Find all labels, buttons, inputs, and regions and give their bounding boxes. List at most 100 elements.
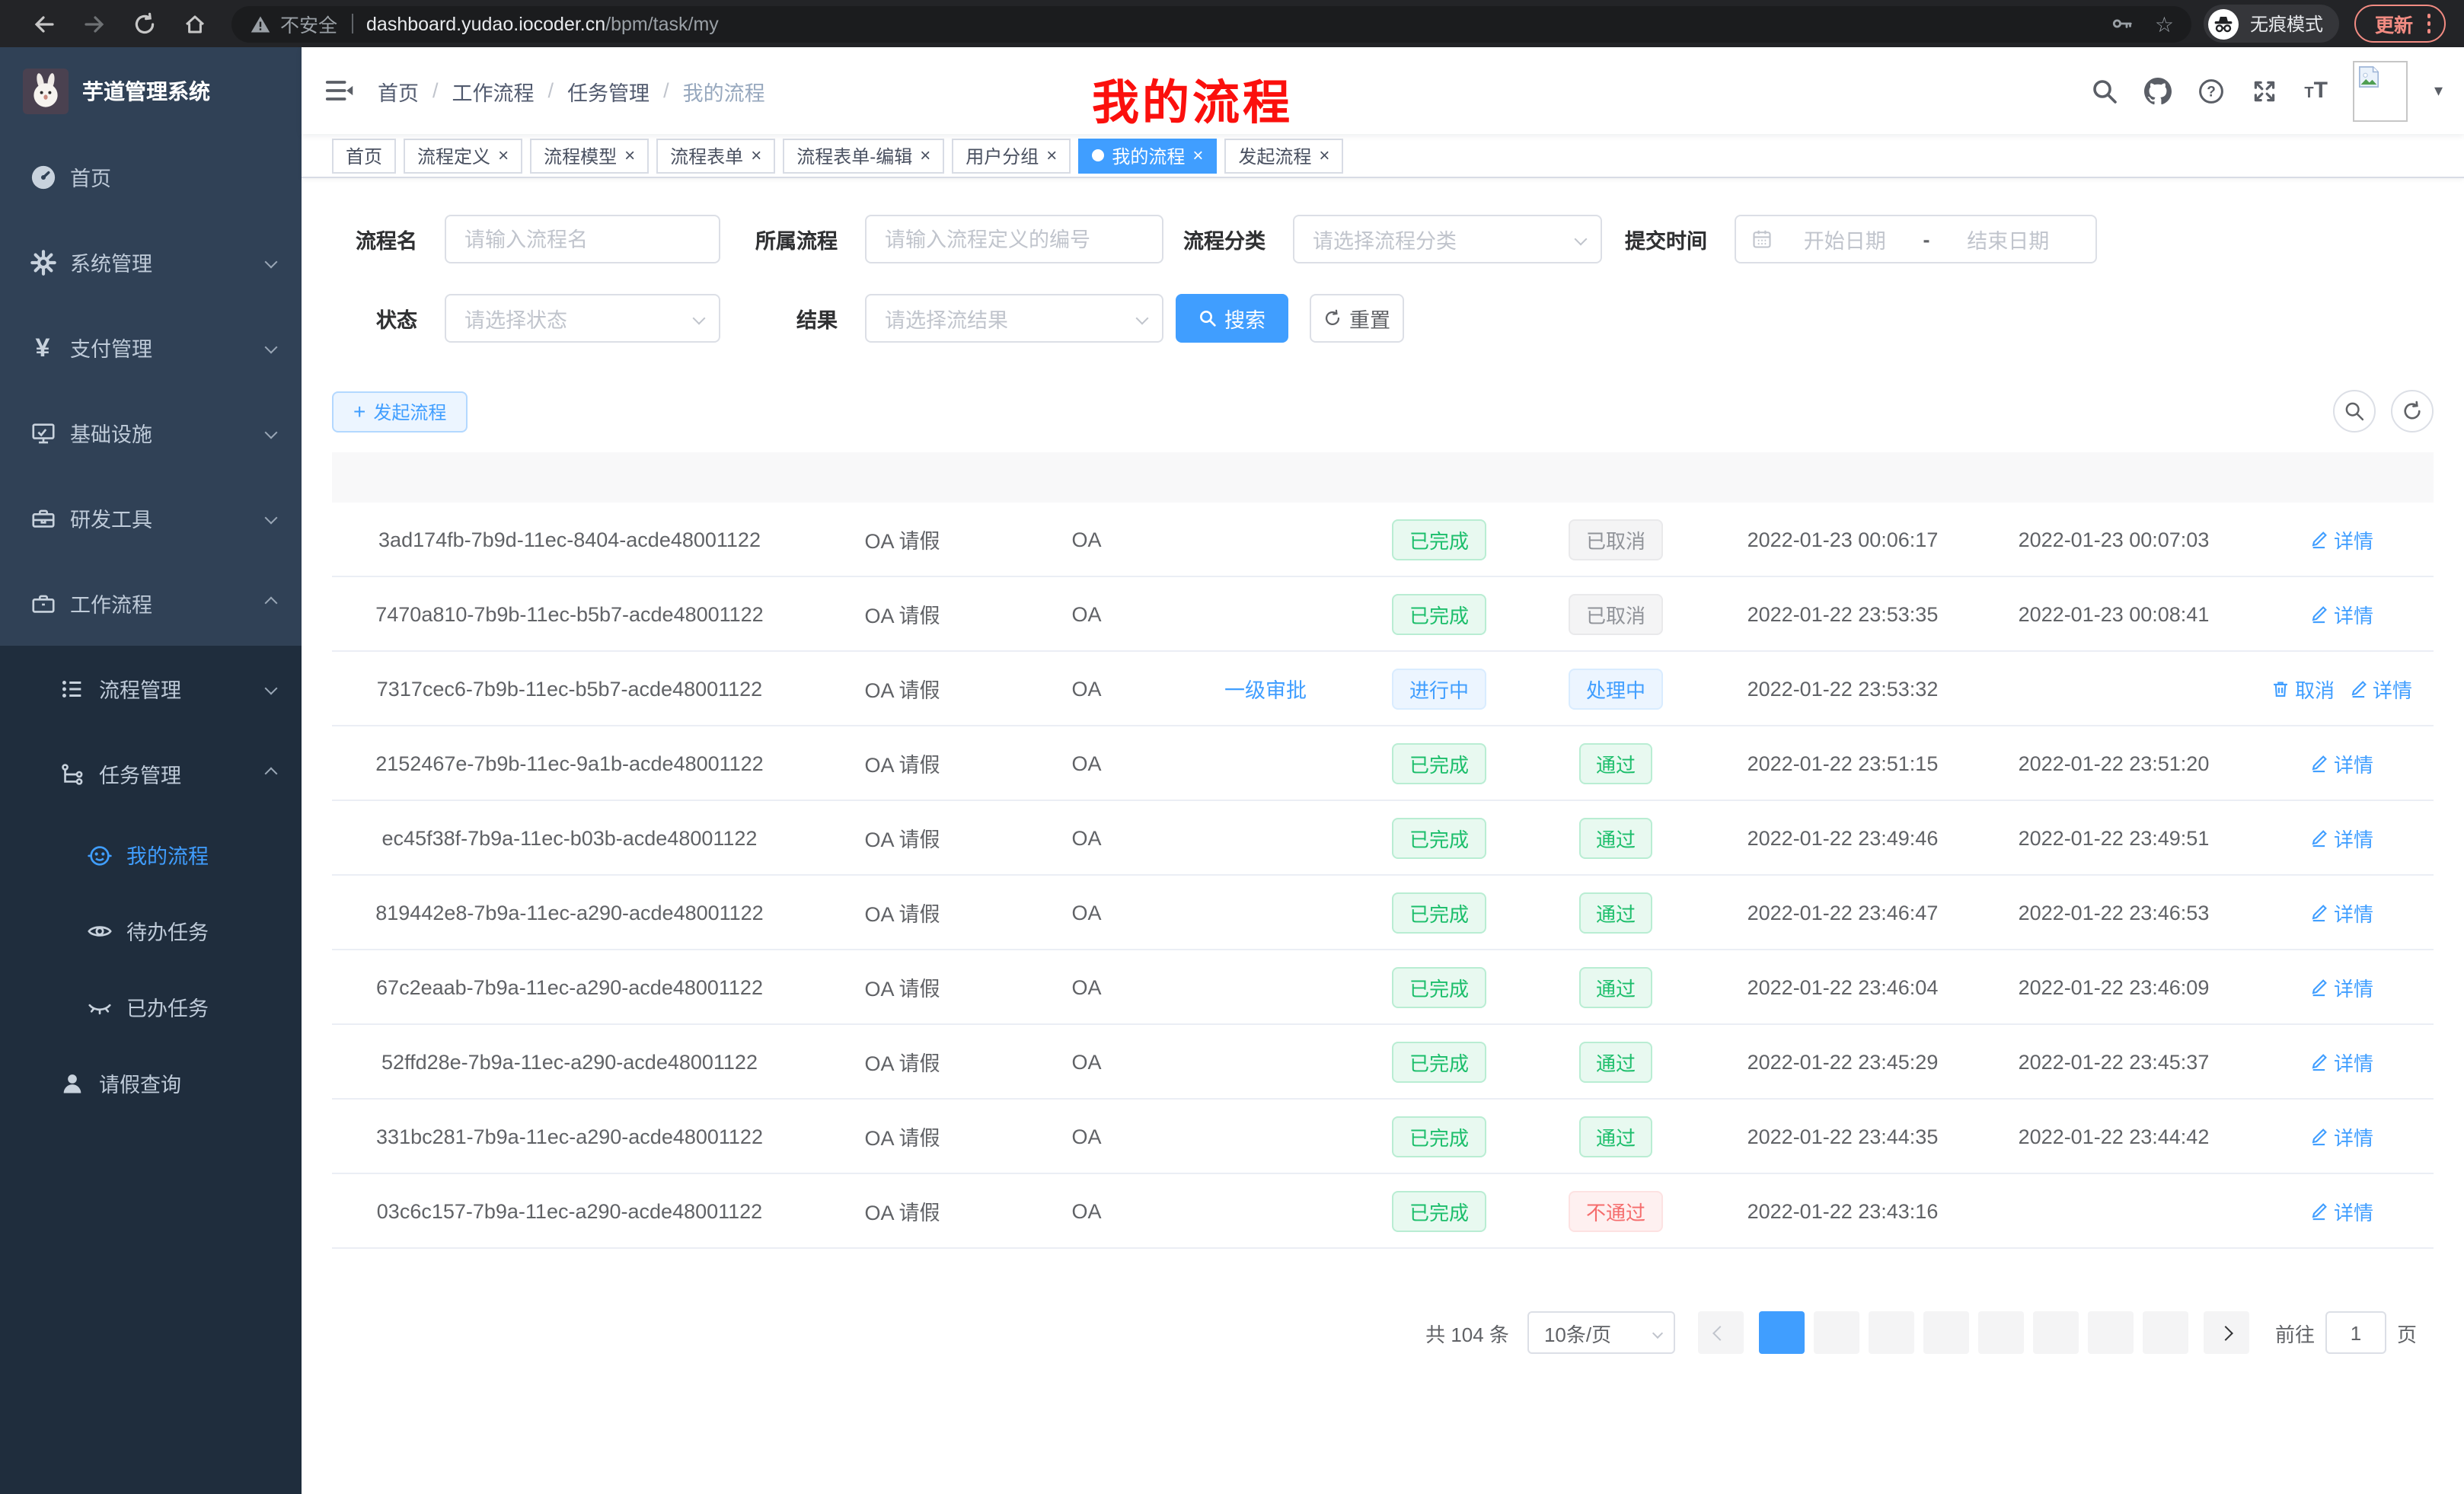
status-select[interactable]: 请选择状态 — [445, 294, 720, 343]
submit-time-label: 提交时间 — [1625, 230, 1707, 253]
github-icon[interactable] — [2144, 77, 2172, 104]
page-button[interactable] — [2142, 1311, 2188, 1354]
cell-end-time: 2022-01-23 00:07:03 — [2018, 528, 2210, 551]
caret-down-icon[interactable]: ▾ — [2434, 82, 2443, 101]
tab[interactable]: 流程模型 × — [530, 138, 650, 173]
tab[interactable]: 流程表单-编辑 × — [783, 138, 945, 173]
tab-close-icon[interactable]: × — [498, 145, 509, 166]
detail-action[interactable]: 详情 — [2309, 599, 2373, 628]
sidebar-item-workflow[interactable]: 工作流程 — [0, 560, 302, 646]
font-size-icon[interactable]: TT — [2304, 78, 2328, 104]
jump-input[interactable] — [2325, 1311, 2386, 1354]
detail-action[interactable]: 详情 — [2309, 1122, 2373, 1151]
page-size-select[interactable]: 10条/页 — [1527, 1311, 1675, 1354]
process-name-input[interactable] — [446, 216, 719, 262]
result-select[interactable]: 请选择流结果 — [865, 294, 1163, 343]
detail-action[interactable]: 详情 — [2309, 525, 2373, 554]
tab-close-icon[interactable]: × — [920, 145, 931, 166]
create-process-button[interactable]: + 发起流程 — [332, 391, 468, 432]
detail-action[interactable]: 详情 — [2309, 823, 2373, 852]
breadcrumb-item[interactable]: 工作流程 / — [452, 75, 568, 106]
menu-kebab-icon[interactable] — [2427, 14, 2430, 34]
url-text[interactable]: dashboard.yudao.iocoder.cn/bpm/task/my — [366, 13, 2089, 34]
page-button[interactable] — [1758, 1311, 1805, 1354]
status-badge: 已完成 — [1392, 593, 1486, 634]
detail-action[interactable]: 详情 — [2309, 749, 2373, 777]
tab-close-icon[interactable]: × — [1192, 145, 1204, 166]
next-page-button[interactable] — [2203, 1311, 2249, 1354]
sidebar-item-label: 首页 — [70, 168, 111, 190]
chevron-down-icon — [264, 511, 278, 525]
page-button[interactable] — [1813, 1311, 1859, 1354]
sidebar-item-process-mgmt[interactable]: 流程管理 — [0, 646, 302, 731]
tab[interactable]: 用户分组 × — [952, 138, 1071, 173]
sidebar-item-task-mgmt[interactable]: 任务管理 — [0, 731, 302, 816]
update-button[interactable]: 更新 — [2354, 5, 2446, 43]
search-icon[interactable] — [2091, 77, 2118, 104]
page-button[interactable] — [2032, 1311, 2079, 1354]
forward-icon[interactable] — [69, 11, 119, 36]
tab[interactable]: 发起流程 × — [1224, 138, 1344, 173]
logo[interactable]: 芋道管理系统 — [0, 47, 302, 134]
tab-close-icon[interactable]: × — [751, 145, 762, 166]
hamburger-icon[interactable] — [324, 76, 353, 105]
sidebar-item-leave-query[interactable]: 请假查询 — [0, 1045, 302, 1121]
address-bar[interactable]: 不安全 dashboard.yudao.iocoder.cn/bpm/task/… — [231, 5, 2192, 42]
detail-action[interactable]: 详情 — [2309, 1196, 2373, 1225]
sidebar-item-system[interactable]: 系统管理 — [0, 219, 302, 305]
date-start-placeholder[interactable]: 开始日期 — [1803, 230, 1886, 253]
tab-close-icon[interactable]: × — [1319, 145, 1330, 166]
tab[interactable]: 我的流程 × — [1078, 138, 1218, 173]
page-button[interactable] — [2087, 1311, 2134, 1354]
cell-actions: 详情 — [2251, 525, 2432, 554]
sidebar-item-my-process[interactable]: 我的流程 — [0, 816, 302, 892]
fullscreen-icon[interactable] — [2251, 77, 2278, 104]
tab[interactable]: 首页 — [332, 138, 397, 173]
sidebar-item-todo-tasks[interactable]: 待办任务 — [0, 892, 302, 969]
detail-action[interactable]: 详情 — [2348, 674, 2412, 703]
cancel-action[interactable]: 取消 — [2271, 674, 2335, 703]
date-range-picker[interactable]: 开始日期 - 结束日期 — [1735, 215, 2097, 263]
search-button[interactable]: 搜索 — [1176, 294, 1288, 343]
cell-id: 2152467e-7b9b-11ec-9a1b-acde48001122 — [375, 752, 764, 774]
date-end-placeholder[interactable]: 结束日期 — [1967, 230, 2050, 253]
table-row: 331bc281-7b9a-11ec-a290-acde48001122 OA … — [332, 1100, 2434, 1174]
sidebar-item-infra[interactable]: 基础设施 — [0, 390, 302, 475]
sidebar-item-done-tasks[interactable]: 已办任务 — [0, 969, 302, 1045]
tab-close-icon[interactable]: × — [624, 145, 636, 166]
definition-input[interactable] — [867, 216, 1162, 262]
breadcrumb-item[interactable]: 首页 / — [378, 75, 452, 106]
detail-action[interactable]: 详情 — [2309, 1047, 2373, 1076]
page-button[interactable] — [1868, 1311, 1914, 1354]
sidebar-item-home[interactable]: 首页 — [0, 134, 302, 219]
prev-page-button[interactable] — [1697, 1311, 1744, 1354]
page-button[interactable] — [1977, 1311, 2024, 1354]
star-icon[interactable]: ☆ — [2154, 11, 2174, 36]
security-label[interactable]: 不安全 — [280, 15, 338, 37]
sidebar-item-payment[interactable]: ¥ 支付管理 — [0, 305, 302, 390]
tab-close-icon[interactable]: × — [1046, 145, 1058, 166]
sidebar-item-devtools[interactable]: 研发工具 — [0, 475, 302, 560]
category-select[interactable]: 请选择流程分类 — [1293, 215, 1602, 263]
cell-category: OA — [1071, 975, 1102, 998]
help-icon[interactable]: ? — [2197, 77, 2225, 104]
detail-action[interactable]: 详情 — [2309, 898, 2373, 927]
back-icon[interactable] — [18, 11, 69, 36]
reset-button[interactable]: 重置 — [1310, 294, 1404, 343]
reset-button-label: 重置 — [1349, 309, 1390, 332]
breadcrumb-item[interactable]: 我的流程 — [683, 75, 765, 106]
reload-icon[interactable] — [119, 11, 169, 36]
show-search-button[interactable] — [2333, 390, 2376, 433]
refresh-table-button[interactable] — [2391, 390, 2434, 433]
avatar[interactable] — [2353, 60, 2408, 121]
tab[interactable]: 流程表单 × — [656, 138, 776, 173]
key-icon[interactable] — [2111, 12, 2134, 35]
home-icon[interactable] — [169, 11, 219, 36]
chevron-down-icon — [264, 255, 278, 269]
breadcrumb-item[interactable]: 任务管理 / — [567, 75, 683, 106]
cell-current-task[interactable]: 一级审批 — [1224, 679, 1307, 702]
cell-process-name: OA 请假 — [864, 1127, 940, 1150]
page-button[interactable] — [1923, 1311, 1969, 1354]
detail-action[interactable]: 详情 — [2309, 972, 2373, 1001]
tab[interactable]: 流程定义 × — [404, 138, 523, 173]
